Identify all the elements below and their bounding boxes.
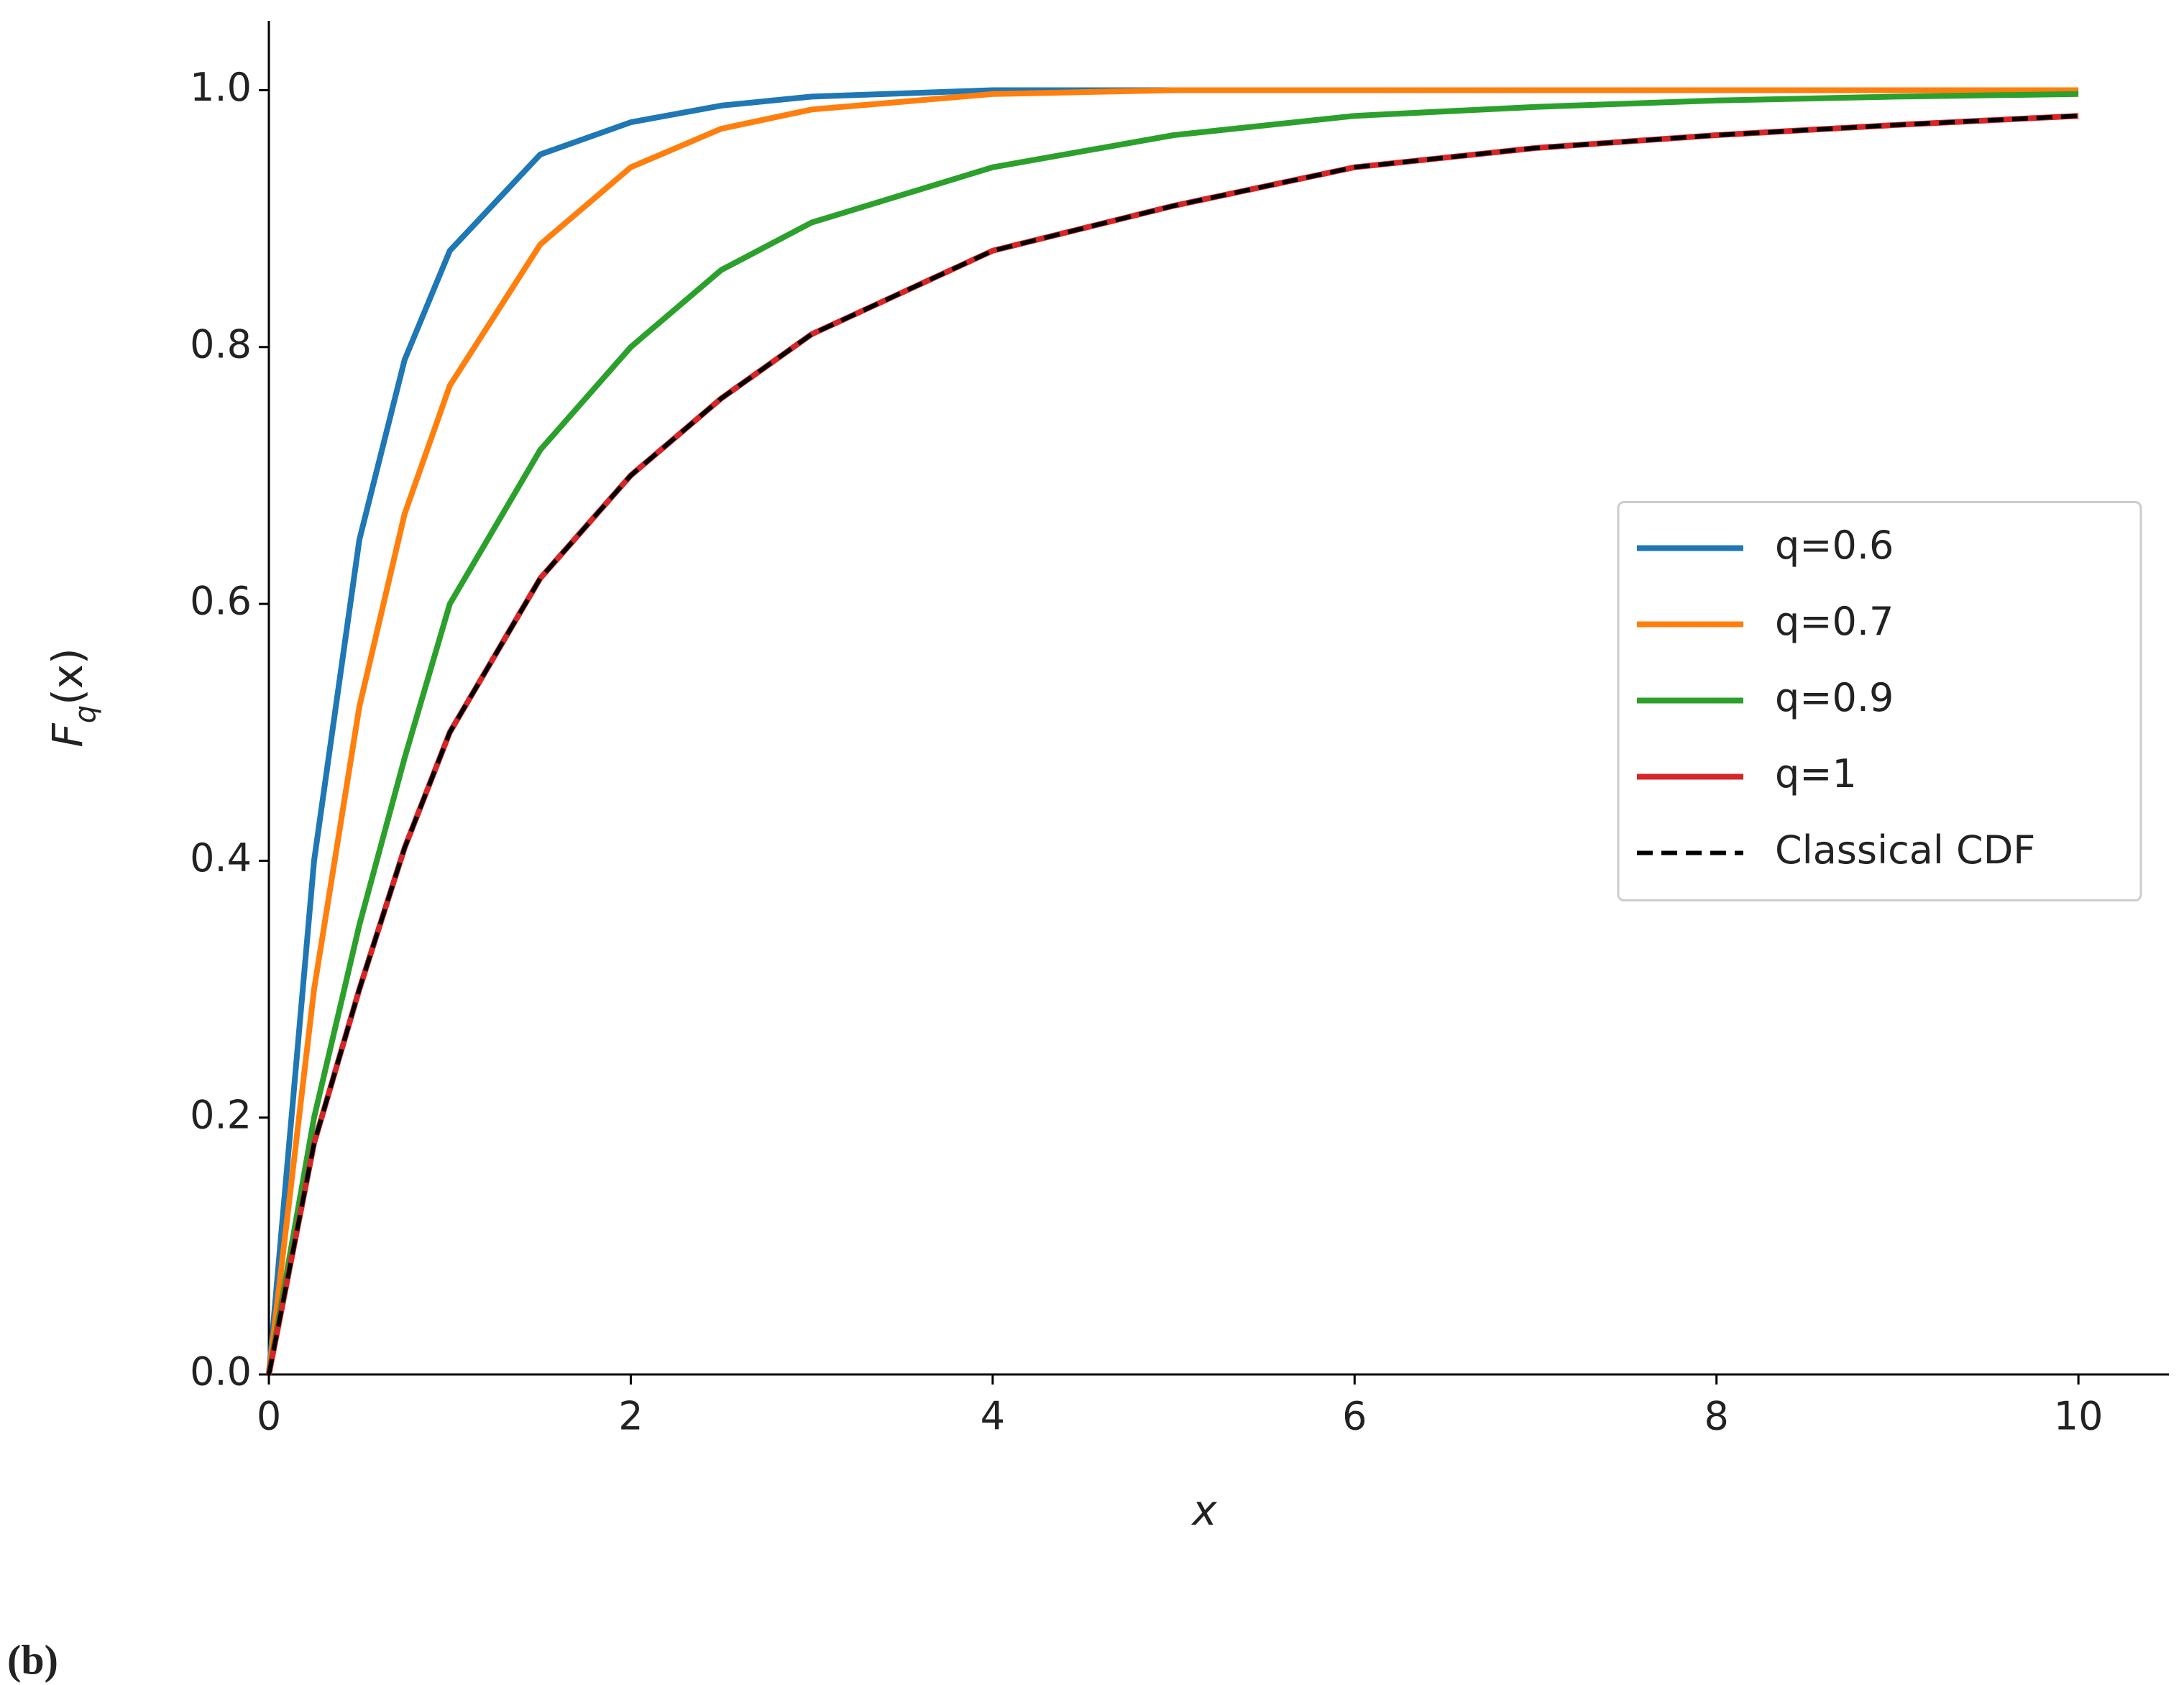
y-axis-label-part: (x) bbox=[43, 648, 92, 705]
y-tick-label: 0.4 bbox=[190, 835, 252, 881]
legend-label: q=0.9 bbox=[1775, 675, 1894, 720]
legend-label: q=0.6 bbox=[1775, 523, 1894, 568]
x-tick-label: 2 bbox=[618, 1394, 643, 1439]
x-tick-label: 8 bbox=[1704, 1394, 1729, 1439]
y-axis-label-part: F bbox=[43, 722, 92, 748]
legend-label: q=1 bbox=[1775, 751, 1857, 796]
y-tick-label: 0.2 bbox=[190, 1092, 252, 1137]
series-line bbox=[267, 114, 2079, 1375]
x-tick-label: 10 bbox=[2054, 1394, 2103, 1439]
x-axis-label: x bbox=[1190, 1486, 1217, 1535]
series-line bbox=[266, 87, 2079, 1375]
x-tick-label: 6 bbox=[1342, 1394, 1367, 1439]
series-line bbox=[266, 91, 2079, 1375]
legend-box bbox=[1617, 501, 2142, 901]
y-tick-label: 0.0 bbox=[190, 1349, 252, 1395]
x-tick-label: 0 bbox=[257, 1394, 281, 1439]
y-axis-label-part: q bbox=[69, 705, 102, 723]
y-tick-label: 1.0 bbox=[190, 65, 252, 110]
x-tick-label: 4 bbox=[981, 1394, 1005, 1439]
y-tick-label: 0.8 bbox=[190, 321, 252, 367]
legend-label: q=0.7 bbox=[1775, 599, 1894, 644]
legend-label: Classical CDF bbox=[1775, 827, 2035, 873]
panel-label: (b) bbox=[7, 1636, 58, 1683]
y-axis-label: Fq(x) bbox=[43, 648, 102, 747]
y-tick-label: 0.6 bbox=[190, 579, 252, 624]
